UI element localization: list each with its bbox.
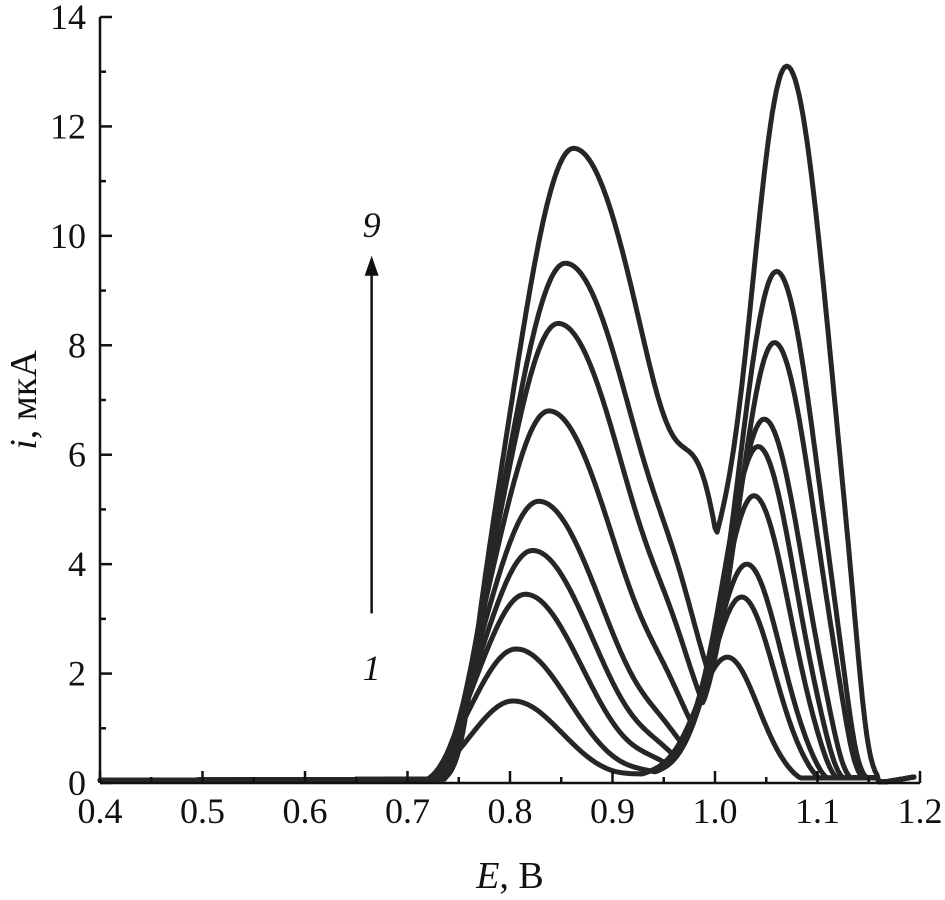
x-axis-unit: , В xyxy=(499,855,543,897)
curves xyxy=(97,63,917,785)
x-tick-label: 0.6 xyxy=(283,791,328,831)
y-axis-unit: , мкА xyxy=(3,350,45,440)
y-tick-label: 8 xyxy=(68,325,86,365)
x-tick-label: 1.2 xyxy=(898,791,943,831)
x-tick-label: 0.4 xyxy=(78,791,123,831)
curve-label-start: 1 xyxy=(363,648,381,688)
y-tick-label: 14 xyxy=(50,0,86,37)
y-tick-label: 10 xyxy=(50,216,86,256)
x-axis-title: E, В xyxy=(475,855,544,897)
y-tick-label: 6 xyxy=(68,435,86,475)
series-line-9 xyxy=(97,63,917,785)
y-axis-symbol: i xyxy=(3,439,45,450)
x-tick-label: 0.9 xyxy=(590,791,635,831)
y-tick-label: 0 xyxy=(68,763,86,803)
arrow-head-icon xyxy=(364,255,379,276)
y-tick-label: 12 xyxy=(50,106,86,146)
series-line-1 xyxy=(97,654,917,785)
series-line-3 xyxy=(97,561,917,785)
y-ticks: 0 2 4 6 8 10 12 14 xyxy=(50,0,112,803)
x-tick-label: 0.5 xyxy=(180,791,225,831)
curve-label-end: 9 xyxy=(363,205,381,245)
y-tick-label: 2 xyxy=(68,654,86,694)
x-tick-label: 1.0 xyxy=(693,791,738,831)
annotations: 1 9 xyxy=(363,205,381,688)
y-tick-label: 4 xyxy=(68,544,86,584)
x-tick-label: 0.8 xyxy=(488,791,533,831)
y-axis-title: i, мкА xyxy=(3,350,45,450)
series-line-4 xyxy=(97,493,917,785)
x-tick-label: 0.7 xyxy=(385,791,430,831)
x-axis-symbol: E xyxy=(475,855,499,897)
x-ticks: 0.4 0.5 0.6 0.7 0.8 0.9 1.0 1.1 1.2 xyxy=(78,771,943,831)
x-tick-label: 1.1 xyxy=(795,791,840,831)
